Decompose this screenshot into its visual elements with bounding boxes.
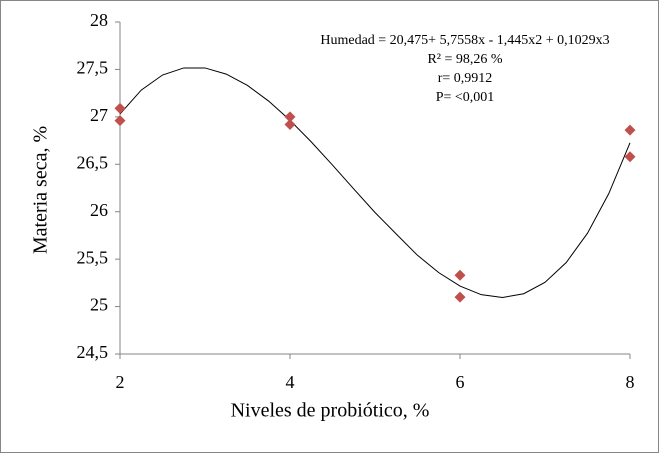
y-tick-label: 25 <box>90 295 108 315</box>
data-point <box>284 118 296 130</box>
annotation: Humedad = 20,475+ 5,7558x - 1,445x2 + 0,… <box>320 33 609 48</box>
data-point <box>454 291 466 303</box>
x-tick-label: 8 <box>626 372 635 392</box>
data-point <box>284 111 296 123</box>
y-tick-label: 26,5 <box>77 152 109 172</box>
y-axis-title: Materia seca, % <box>30 126 52 254</box>
y-tick-label: 24,5 <box>77 342 109 362</box>
x-tick-label: 4 <box>286 372 295 392</box>
trendline <box>119 67 631 299</box>
annotation: R² = 98,26 % <box>427 52 502 67</box>
y-tick-label: 27 <box>90 105 108 125</box>
y-tick-label: 26 <box>90 200 108 220</box>
y-tick-label: 28 <box>90 10 108 30</box>
x-tick-label: 6 <box>456 372 465 392</box>
y-tick-label: 25,5 <box>77 247 109 267</box>
data-point <box>624 151 636 163</box>
x-tick-label: 2 <box>116 372 125 392</box>
data-point <box>624 124 636 136</box>
annotation: r= 0,9912 <box>438 71 493 86</box>
data-point <box>114 102 126 114</box>
data-point <box>454 269 466 281</box>
annotation: P= <0,001 <box>436 90 495 105</box>
y-tick-label: 27,5 <box>77 58 109 78</box>
x-axis-title: Niveles de probiótico, % <box>231 400 430 422</box>
data-point <box>114 115 126 127</box>
